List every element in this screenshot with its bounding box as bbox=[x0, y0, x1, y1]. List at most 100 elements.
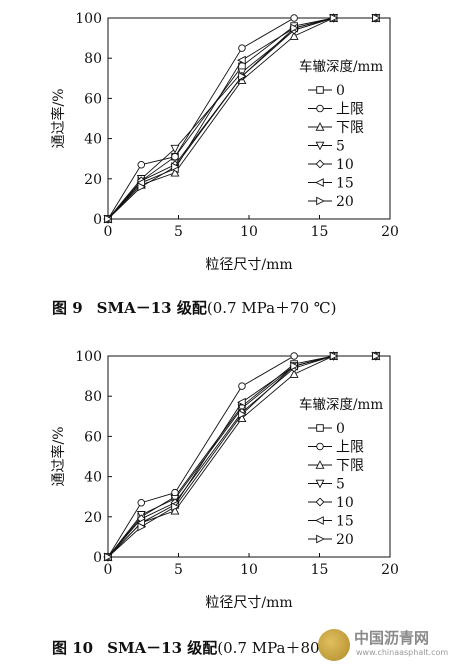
legend-marker bbox=[316, 104, 324, 113]
legend-label: 下限 bbox=[336, 120, 364, 136]
x-tick-label: 10 bbox=[240, 562, 258, 578]
legend-marker bbox=[316, 86, 324, 94]
figure-9: 0 5 10 15 20 0 20 40 60 80 100 粒径尺寸/mm 通过率/% 车辙深度/mm 0… bbox=[0, 0, 452, 330]
legend-marker bbox=[315, 516, 324, 525]
caption-condition: (0.7 MPa＋80 ℃) bbox=[217, 639, 347, 657]
legend-marker bbox=[315, 159, 325, 169]
legend-title: 车辙深度/mm bbox=[299, 58, 383, 75]
y-tick-label: 80 bbox=[84, 389, 102, 405]
y-tick-label: 20 bbox=[84, 510, 102, 526]
data-point bbox=[289, 369, 299, 378]
data-point bbox=[237, 413, 247, 423]
data-point bbox=[290, 352, 298, 360]
legend-item: 10 bbox=[308, 495, 354, 511]
data-point bbox=[372, 13, 381, 23]
legend-marker bbox=[316, 534, 325, 544]
x-axis-label: 粒径尺寸/mm bbox=[205, 595, 292, 611]
legend-label: 5 bbox=[336, 139, 345, 155]
data-point bbox=[137, 160, 146, 169]
caption-fig10: 图 10 SMA－13 级配(0.7 MPa＋80 ℃) bbox=[52, 637, 347, 658]
data-point bbox=[170, 167, 180, 177]
legend-label: 下限 bbox=[336, 458, 364, 474]
legend-item: 下限 bbox=[308, 120, 364, 136]
legend-label: 0 bbox=[336, 83, 345, 99]
watermark-url: www.chinaasphalt.com bbox=[356, 648, 449, 657]
caption-title: SMA－13 级配 bbox=[107, 639, 218, 657]
legend-label: 10 bbox=[336, 157, 354, 173]
data-point bbox=[290, 14, 298, 22]
watermark-logo-icon bbox=[318, 629, 350, 661]
x-tick-label: 20 bbox=[381, 224, 399, 240]
legend-label: 5 bbox=[336, 477, 345, 493]
x-tick-label: 15 bbox=[311, 224, 329, 240]
caption-fig9: 图 9 SMA－13 级配(0.7 MPa＋70 ℃) bbox=[52, 297, 337, 318]
data-point bbox=[329, 13, 339, 23]
legend-marker bbox=[316, 442, 324, 451]
y-tick-label: 20 bbox=[84, 172, 102, 188]
legend-label: 上限 bbox=[336, 102, 364, 118]
legend-item: 5 bbox=[308, 477, 345, 493]
data-point bbox=[290, 23, 300, 33]
watermark: 中国沥青网 www.chinaasphalt.com bbox=[318, 625, 448, 665]
y-tick-label: 60 bbox=[84, 91, 102, 107]
data-point bbox=[104, 214, 113, 224]
data-point bbox=[237, 55, 246, 65]
caption-number: 图 10 bbox=[52, 639, 94, 657]
legend-item: 15 bbox=[308, 176, 354, 192]
data-point bbox=[238, 382, 246, 390]
legend-item: 0 bbox=[308, 421, 345, 437]
y-tick-label: 0 bbox=[93, 212, 102, 228]
data-point bbox=[170, 505, 180, 515]
data-point bbox=[238, 71, 247, 81]
data-point bbox=[171, 502, 180, 512]
y-tick-label: 60 bbox=[84, 429, 102, 445]
chart-fig9: 0 5 10 15 20 0 20 40 60 80 100 粒径尺寸/mm 通过率/% 车辙深度/mm 0… bbox=[50, 11, 399, 273]
legend-marker bbox=[315, 497, 325, 507]
x-tick-label: 15 bbox=[311, 562, 329, 578]
legend-marker bbox=[315, 122, 325, 131]
caption-number: 图 9 bbox=[52, 299, 83, 317]
legend-marker bbox=[315, 178, 324, 187]
legend-label: 15 bbox=[336, 176, 354, 192]
x-tick-label: 20 bbox=[381, 562, 399, 578]
caption-condition: (0.7 MPa＋70 ℃) bbox=[206, 299, 337, 317]
chart-fig10: 0 5 10 15 20 0 20 40 60 80 100 粒径尺寸/mm 通过率/% 车辙深度/mm 0… bbox=[50, 349, 399, 611]
legend-marker bbox=[316, 196, 325, 206]
legend-title: 车辙深度/mm bbox=[299, 396, 383, 413]
legend-marker bbox=[315, 460, 325, 469]
y-tick-label: 80 bbox=[84, 51, 102, 67]
x-tick-label: 5 bbox=[174, 562, 183, 578]
figure-10: 0 5 10 15 20 0 20 40 60 80 100 粒径尺寸/mm 通过率/% 车辙深度/mm 0… bbox=[0, 338, 452, 669]
y-axis-label: 通过率/% bbox=[50, 88, 67, 148]
caption-title: SMA－13 级配 bbox=[96, 299, 207, 317]
data-point bbox=[237, 397, 246, 407]
data-point bbox=[238, 44, 246, 52]
data-point bbox=[289, 31, 299, 40]
series-6 bbox=[104, 13, 381, 224]
data-point bbox=[290, 361, 300, 371]
data-point bbox=[104, 552, 113, 562]
data-point bbox=[171, 152, 179, 161]
legend-item: 0 bbox=[308, 83, 345, 99]
y-tick-label: 100 bbox=[75, 349, 102, 365]
legend-label: 15 bbox=[336, 514, 354, 530]
legend-label: 20 bbox=[336, 194, 354, 210]
legend-item: 5 bbox=[308, 139, 345, 155]
y-tick-label: 100 bbox=[75, 11, 102, 27]
x-tick-label: 5 bbox=[174, 224, 183, 240]
x-tick-label: 10 bbox=[240, 224, 258, 240]
legend-marker bbox=[315, 141, 325, 151]
legend-item: 15 bbox=[308, 514, 354, 530]
legend-label: 上限 bbox=[336, 440, 364, 456]
series-6 bbox=[104, 351, 381, 562]
legend-item: 上限 bbox=[308, 102, 364, 118]
x-axis-label: 粒径尺寸/mm bbox=[205, 257, 292, 273]
legend-label: 0 bbox=[336, 421, 345, 437]
data-point bbox=[171, 162, 180, 172]
legend-label: 10 bbox=[336, 495, 354, 511]
legend-item: 20 bbox=[308, 194, 354, 210]
legend-marker bbox=[315, 479, 325, 489]
data-point bbox=[329, 351, 339, 361]
y-tick-label: 40 bbox=[84, 132, 102, 148]
data-point bbox=[137, 498, 146, 507]
